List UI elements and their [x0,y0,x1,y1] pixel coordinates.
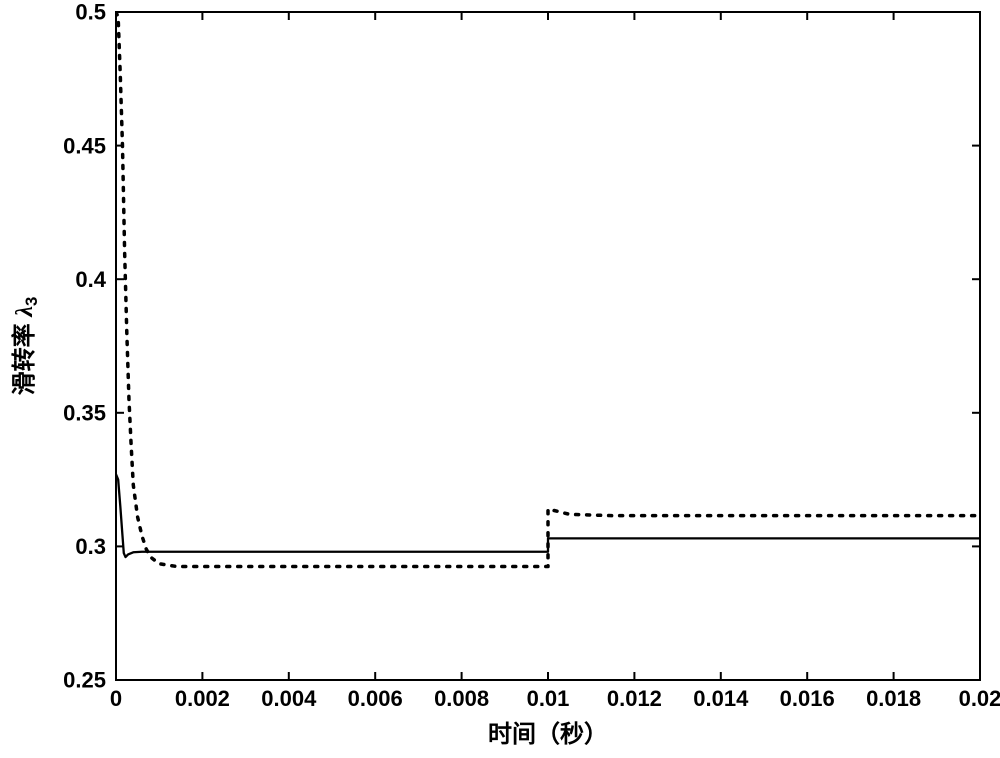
x-tick-label: 0.004 [261,686,317,711]
chart-container: 0 0.002 0.004 0.006 0.008 0.01 0.012 0.014 0.016… [0,0,1000,758]
x-tick-label: 0.02 [959,686,1000,711]
y-axis-title: 滑转率 λ3 [10,297,41,396]
x-tick-label: 0 [110,686,122,711]
x-tick-label: 0.002 [175,686,230,711]
x-tick-label: 0.008 [434,686,489,711]
x-axis-title: 时间（秒） [488,721,608,748]
y-tick-label: 0.3 [75,534,106,559]
x-tick-label: 0.016 [780,686,835,711]
y-tick-label: 0.5 [75,0,106,25]
x-tick-label: 0.014 [693,686,749,711]
line-chart: 0 0.002 0.004 0.006 0.008 0.01 0.012 0.014 0.016… [0,0,1000,758]
x-tick-label: 0.018 [866,686,921,711]
y-tick-label: 0.25 [63,668,106,693]
y-tick-label: 0.4 [75,267,106,292]
y-tick-label: 0.45 [63,133,106,158]
x-tick-label: 0.012 [607,686,662,711]
x-tick-label: 0.01 [527,686,570,711]
y-tick-label: 0.35 [63,401,106,426]
x-tick-label: 0.006 [348,686,403,711]
